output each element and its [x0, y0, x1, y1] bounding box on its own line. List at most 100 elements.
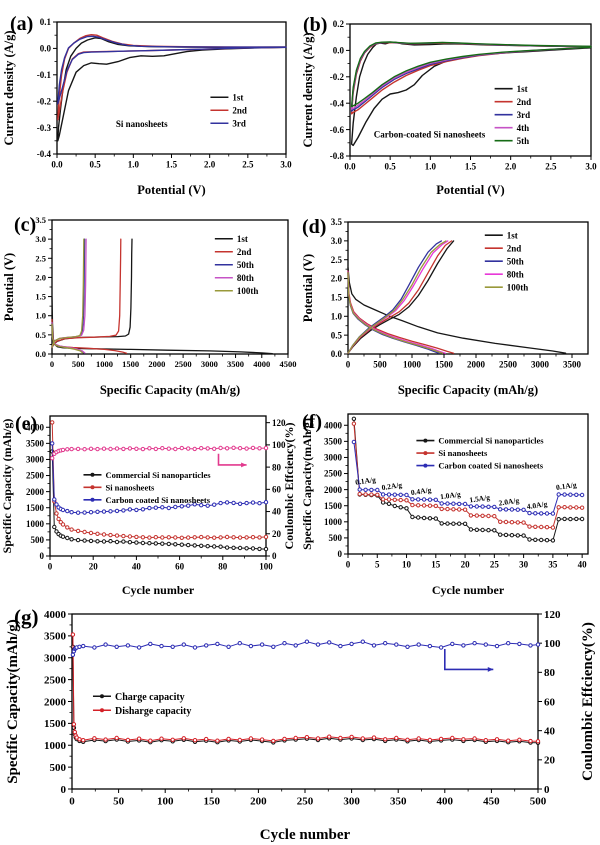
legend-label-2nd: 2nd [237, 247, 252, 257]
x-tick-label: 20 [89, 562, 99, 572]
panel-c: 0 500 1000 1500 2000 2500 3000 3500 4000 4500 0.0 0… [0, 200, 300, 400]
y2-tick-label: 60 [544, 696, 556, 708]
y-tick-label: 3000 [26, 455, 45, 465]
y-tick-label: -0.4 [37, 149, 52, 159]
panel-letter-a: (a) [10, 13, 33, 35]
y2-tick-label: 60 [272, 484, 282, 494]
plot-area-a: 0.0 0.5 1.0 1.5 2.0 2.5 3.0 0.1 0.0 -0.1 -0.2 -0.3 -… [2, 17, 292, 197]
x-tick-label: 4500 [280, 359, 297, 369]
x-tick-label: 1.0 [425, 162, 437, 172]
series-1st [347, 240, 567, 354]
annotation-1-5a-g-4: 1.5A/g [469, 493, 491, 505]
legend-label-4th: 4th [517, 123, 530, 133]
panel-letter-b: (b) [303, 14, 327, 36]
y-tick-label: -0.3 [37, 123, 52, 133]
legend-marker-carbon-coated-si-nanosheets [423, 463, 428, 468]
legend-label-carbon-coated-si-nanosheets: Carbon coated Si nanosheets [105, 495, 210, 505]
legend-label-3rd: 3rd [232, 118, 246, 128]
y-tick-label: -0.6 [330, 125, 345, 135]
x-tick-label: 3000 [531, 360, 550, 370]
y-axis-title: Current density (A/g) [2, 30, 16, 145]
x-tick-label: 3000 [201, 359, 218, 369]
y-tick-label: 2000 [44, 696, 67, 708]
x-tick-label: 500 [72, 359, 85, 369]
y-tick-label: 3.5 [331, 217, 343, 227]
series-disharge-capacity [70, 632, 541, 744]
legend-label-commercial-si-nanoparticles: Commercial Si nanoparticles [438, 436, 544, 446]
legend-f: Commercial Si nanoparticles Si nanosheets… [416, 436, 544, 471]
y-axis-title: Specific Capacity (mAh/g) [0, 419, 14, 554]
x-tick-label: 400 [437, 795, 454, 807]
panel-d: 0 500 1000 1500 2000 2500 3000 3500 0.0 0.5 1.0 1.5… [300, 200, 600, 400]
y-tick-label: 1500 [324, 501, 343, 511]
x-tick-label: 0.0 [51, 160, 63, 170]
y-tick-label: 0.0 [40, 44, 52, 54]
x-axis-title: Potential (V) [436, 183, 504, 197]
x-axis-title: Cycle number [432, 583, 505, 597]
chart-f-rate-performance: 0 5 10 15 20 25 30 35 40 0 500 1000 1500 2000 2500 3000… [300, 411, 589, 597]
legend-label-100th: 100th [237, 286, 259, 296]
legend-c: 1st 2nd 50th 80th 100th [214, 234, 259, 296]
y-tick-label: 4000 [44, 609, 67, 621]
y-tick-label: 2000 [26, 487, 45, 497]
y-tick-label: 2.5 [35, 253, 46, 263]
axis-indicator-arrow [217, 453, 247, 468]
y2-tick-label: 100 [544, 638, 561, 650]
plot-area-d: 0 500 1000 1500 2000 2500 3000 3500 0.0 0.5 1.0 1.5… [301, 217, 589, 397]
series-commercial-si-nanoparticles [50, 449, 269, 552]
y-tick-label: -0.2 [330, 72, 345, 82]
y-tick-label: 3500 [26, 439, 45, 449]
y-tick-label: -0.4 [330, 98, 345, 108]
y-tick-label: 2500 [26, 471, 45, 481]
chart-c-profiles-si-nanosheets: 0 500 1000 1500 2000 2500 3000 3500 4000 4500 0.0 0… [2, 214, 297, 397]
x-tick-label: 3.0 [585, 162, 597, 172]
chart-a-cv-si-nanosheets: 0.0 0.5 1.0 1.5 2.0 2.5 3.0 0.1 0.0 -0.1 -0.2 -0.3 -… [2, 13, 292, 197]
x-tick-label: 35 [548, 560, 558, 570]
y-tick-label: -0.2 [37, 96, 52, 106]
legend-marker-disharge-capacity [99, 708, 104, 713]
legend-label-1st: 1st [232, 92, 243, 102]
y-axis-title: Potential (V) [2, 253, 16, 321]
y-tick-label: 1.5 [35, 292, 46, 302]
y-tick-label: 1000 [26, 519, 45, 529]
y-tick-label: 1.0 [331, 311, 343, 321]
y-tick-label: 0.5 [35, 330, 46, 340]
chart-d-profiles-carbon-coated: 0 500 1000 1500 2000 2500 3000 3500 0.0 0.5 1.0 1.5… [301, 216, 589, 397]
y-axis-title: Current density (A/g) [301, 32, 315, 147]
y2-tick-label: 0 [272, 551, 277, 561]
y-tick-label: 3000 [44, 653, 67, 665]
y-axis-title: Potential (V) [301, 254, 315, 322]
y-tick-label: 3.5 [35, 215, 46, 225]
x-tick-label: 30 [519, 560, 529, 570]
x-tick-label: 100 [157, 795, 174, 807]
annotation-0-2a-g-1: 0.2A/g [381, 480, 403, 492]
legend-label-2nd: 2nd [232, 105, 247, 115]
x-tick-label: 100 [259, 562, 273, 572]
y-tick-label: -0.8 [330, 151, 345, 161]
y2-axis-title: Coulombic Effciency(%) [580, 622, 596, 781]
legend-label-si-nanosheets: Si nanosheets [105, 482, 155, 492]
x-tick-label: 60 [175, 562, 185, 572]
series-coulombic-efficiency [70, 639, 541, 657]
plot-area-f: 0 5 10 15 20 25 30 35 40 0 500 1000 1500 2000 2500 3000… [300, 413, 589, 597]
x-axis-title: Specific Capacity (mAh/g) [100, 383, 240, 397]
y-tick-label: 0 [40, 551, 45, 561]
y-tick-label: 0.1 [40, 17, 52, 27]
y-tick-label: 1000 [44, 740, 67, 752]
legend-label-si-nanosheets: Si nanosheets [438, 448, 488, 458]
plot-area-g: 0 50 100 150 200 250 300 350 400 450 5000500100015… [5, 609, 596, 843]
legend-d: 1st 2nd 50th 80th 100th [484, 230, 528, 292]
x-tick-label: 80 [218, 562, 228, 572]
x-tick-label: 0 [346, 560, 351, 570]
x-tick-label: 2.5 [242, 160, 254, 170]
x-tick-label: 450 [483, 795, 500, 807]
x-tick-label: 4000 [253, 359, 270, 369]
x-tick-label: 10 [402, 560, 412, 570]
legend-label-2nd: 2nd [507, 243, 522, 253]
x-tick-label: 1000 [96, 359, 113, 369]
x-axis-title: Specific Capacity (mAh/g) [398, 383, 538, 397]
x-tick-label: 2000 [467, 360, 486, 370]
y-tick-label: 3500 [44, 631, 67, 643]
x-tick-label: 0.5 [90, 160, 102, 170]
legend-label-3rd: 3rd [517, 110, 531, 120]
